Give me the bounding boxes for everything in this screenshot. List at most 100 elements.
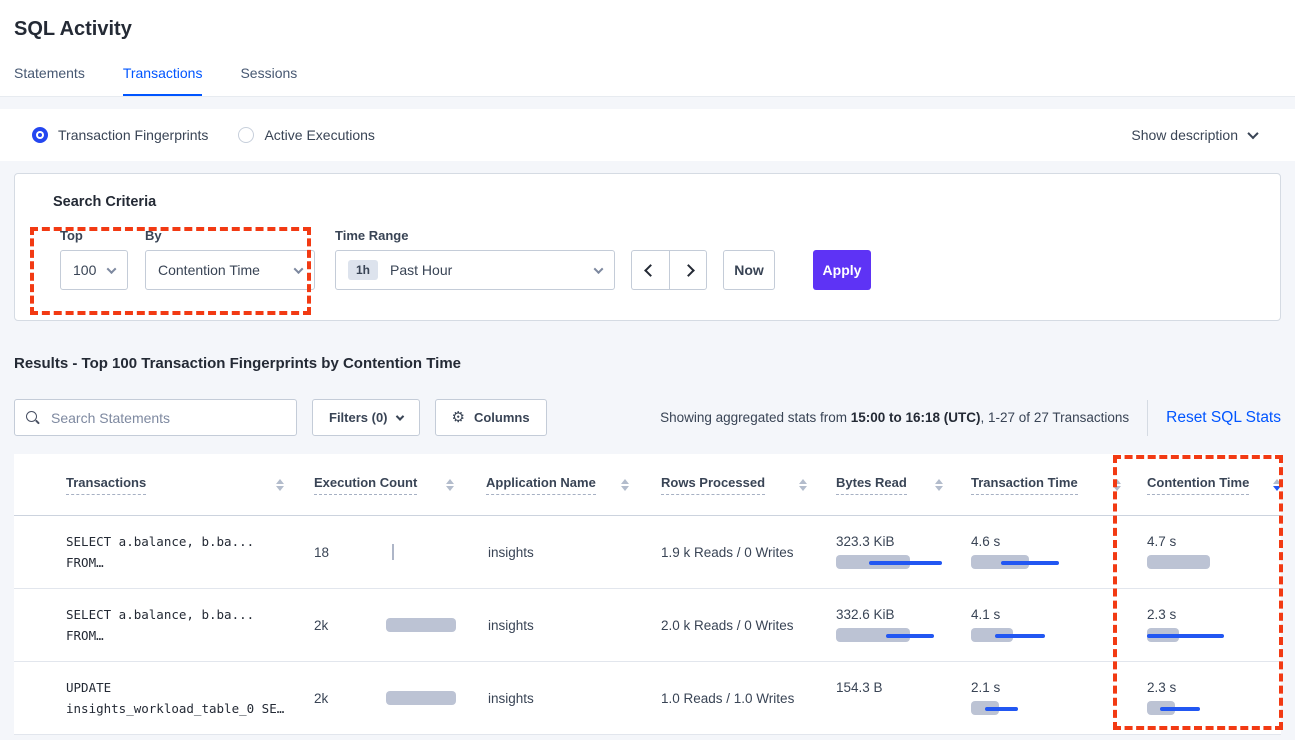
execution-count-cell: 2k	[298, 617, 468, 633]
transaction-fingerprint[interactable]: UPDATE insights_workload_table_0 SE…	[66, 680, 285, 716]
sort-icon	[276, 478, 284, 491]
execution-count-cell: 2k	[298, 690, 468, 706]
search-input[interactable]	[49, 408, 286, 427]
reset-sql-stats-link[interactable]: Reset SQL Stats	[1166, 408, 1281, 426]
transactions-table: Transactions Execution Count Application…	[14, 454, 1281, 735]
column-header-transactions[interactable]: Transactions	[50, 475, 298, 495]
top-select[interactable]: 100	[60, 250, 128, 290]
search-icon	[25, 410, 40, 425]
transaction-time-bar	[971, 627, 1135, 643]
radio-transaction-fingerprints[interactable]: Transaction Fingerprints	[32, 127, 208, 143]
show-description-toggle[interactable]: Show description	[1131, 127, 1259, 143]
transaction-time-cell: 2.1 s	[957, 680, 1135, 716]
chevron-down-icon	[593, 263, 604, 274]
transaction-time-bar	[971, 700, 1135, 716]
previous-time-range-button[interactable]	[631, 250, 669, 290]
time-range-badge: 1h	[348, 260, 379, 280]
chevron-down-icon	[293, 263, 304, 274]
show-description-label: Show description	[1131, 127, 1238, 143]
search-criteria-fields: Top 100 By Contention Time Time Range 1h…	[60, 228, 1256, 290]
rows-processed-cell: 1.0 Reads / 1.0 Writes	[661, 690, 795, 706]
application-name-cell: insights	[488, 544, 534, 560]
tab-statements[interactable]: Statements	[14, 65, 85, 81]
view-mode-bar: Transaction Fingerprints Active Executio…	[0, 109, 1295, 161]
column-header-execution-count[interactable]: Execution Count	[298, 475, 468, 495]
transaction-time-bar	[971, 554, 1135, 570]
column-header-rows-processed[interactable]: Rows Processed	[643, 475, 821, 495]
bytes-read-bar	[836, 700, 957, 716]
by-field: By Contention Time	[145, 228, 315, 290]
transaction-fingerprint[interactable]: SELECT a.balance, b.ba... FROM…	[66, 607, 255, 643]
chevron-right-icon	[681, 263, 695, 277]
apply-button[interactable]: Apply	[813, 250, 871, 290]
search-criteria-heading: Search Criteria	[53, 194, 157, 210]
time-range-value: Past Hour	[390, 262, 453, 278]
by-select[interactable]: Contention Time	[145, 250, 315, 290]
columns-label: Columns	[473, 410, 530, 425]
execution-count-bar	[386, 617, 468, 633]
transaction-fingerprint[interactable]: SELECT a.balance, b.ba... FROM…	[66, 534, 255, 570]
table-row[interactable]: SELECT a.balance, b.ba... FROM… 2k insig…	[14, 589, 1281, 662]
application-name-cell: insights	[488, 617, 534, 633]
contention-time-cell: 4.7 s	[1135, 534, 1295, 570]
radio-active-executions[interactable]: Active Executions	[238, 127, 375, 143]
bytes-read-bar	[836, 627, 957, 643]
execution-count-bar	[386, 544, 468, 560]
results-heading: Results - Top 100 Transaction Fingerprin…	[14, 355, 462, 372]
application-name-cell: insights	[488, 690, 534, 706]
contention-time-cell: 2.3 s	[1135, 607, 1295, 643]
sort-icon	[935, 478, 943, 491]
chevron-down-icon	[106, 263, 117, 274]
execution-count-cell: 18	[298, 544, 468, 560]
sort-icon	[1113, 478, 1121, 491]
rows-processed-cell: 2.0 k Reads / 0 Writes	[661, 617, 794, 633]
columns-button[interactable]: ⚙ Columns	[434, 399, 547, 436]
tab-bar: Statements Transactions Sessions	[14, 65, 1295, 96]
top-select-value: 100	[73, 262, 97, 278]
time-range-pager	[631, 250, 707, 290]
next-time-range-button[interactable]	[669, 250, 707, 290]
bytes-read-cell: 332.6 KiB	[821, 607, 957, 643]
tab-sessions[interactable]: Sessions	[240, 65, 298, 81]
table-row[interactable]: SELECT a.balance, b.ba... FROM… 18 insig…	[14, 516, 1281, 589]
table-row[interactable]: UPDATE insights_workload_table_0 SE… 2k …	[14, 662, 1281, 735]
transaction-time-cell: 4.1 s	[957, 607, 1135, 643]
by-label: By	[145, 228, 162, 243]
vertical-divider	[1147, 399, 1149, 436]
table-header-row: Transactions Execution Count Application…	[14, 454, 1281, 516]
column-header-contention-time[interactable]: Contention Time	[1135, 475, 1295, 495]
column-header-bytes-read[interactable]: Bytes Read	[821, 475, 957, 495]
radio-label: Active Executions	[264, 127, 375, 143]
radio-label: Transaction Fingerprints	[58, 127, 209, 143]
contention-time-bar	[1147, 627, 1295, 643]
sort-icon-active	[1273, 478, 1281, 491]
chevron-left-icon	[644, 263, 657, 277]
transaction-time-cell: 4.6 s	[957, 534, 1135, 570]
top-label: Top	[60, 228, 83, 243]
radio-unselected-icon	[238, 127, 255, 143]
time-range-label: Time Range	[335, 228, 409, 243]
page-header: SQL Activity Statements Transactions Ses…	[0, 0, 1295, 97]
stats-time-range: 15:00 to 16:18 (UTC)	[850, 410, 981, 425]
results-controls: Filters (0) ⚙ Columns Showing aggregated…	[14, 399, 1281, 436]
tab-transactions[interactable]: Transactions	[122, 65, 203, 96]
by-select-value: Contention Time	[158, 262, 260, 278]
bytes-read-bar	[836, 554, 957, 570]
sort-icon	[446, 478, 454, 491]
search-box	[14, 399, 297, 436]
top-field: Top 100	[60, 228, 128, 290]
contention-time-cell: 2.3 s	[1135, 680, 1295, 716]
time-range-field: Time Range 1h Past Hour	[335, 228, 615, 290]
time-range-select[interactable]: 1h Past Hour	[335, 250, 615, 290]
search-criteria-panel: Search Criteria Top 100 By Contention Ti…	[14, 173, 1281, 321]
stats-suffix: , 1-27 of 27 Transactions	[980, 410, 1130, 425]
filters-button[interactable]: Filters (0)	[312, 399, 420, 436]
column-header-transaction-time[interactable]: Transaction Time	[957, 475, 1135, 495]
bytes-read-cell: 154.3 B	[821, 680, 957, 716]
gear-icon: ⚙	[451, 409, 465, 426]
now-button[interactable]: Now	[723, 250, 775, 290]
sort-icon	[799, 478, 807, 491]
execution-count-bar	[386, 690, 468, 706]
column-header-application-name[interactable]: Application Name	[468, 475, 643, 495]
aggregated-stats-text: Showing aggregated stats from 15:00 to 1…	[660, 399, 1281, 436]
